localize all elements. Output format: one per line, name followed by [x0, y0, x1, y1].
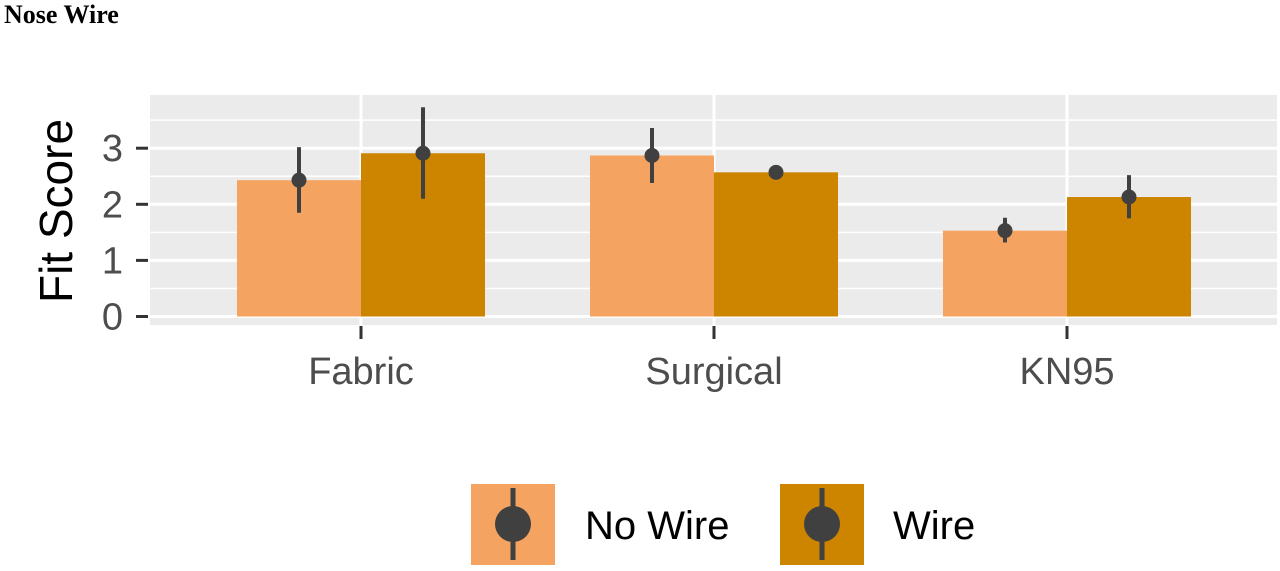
page-title: Nose Wire: [4, 0, 119, 29]
axes: 0 1 2 3 Fit Score Fabric Surgical KN95: [30, 119, 1115, 393]
y-tick-label: 2: [102, 184, 123, 226]
y-tick-label: 1: [102, 240, 123, 282]
bar: [714, 172, 838, 317]
mean-point: [644, 147, 660, 163]
y-tick-label: 0: [102, 297, 123, 339]
legend-point-glyph: [804, 506, 840, 542]
mean-point: [291, 172, 307, 188]
legend-label: No Wire: [585, 504, 729, 548]
x-tick-label: Surgical: [645, 351, 782, 393]
mean-point: [997, 223, 1013, 239]
mean-point: [415, 145, 431, 161]
legend: No Wire Wire: [471, 484, 975, 565]
y-axis-title: Fit Score: [30, 119, 82, 303]
mean-point: [768, 164, 784, 180]
legend-point-glyph: [495, 506, 531, 542]
legend-label: Wire: [893, 504, 975, 548]
bar: [943, 230, 1067, 317]
error-bars: [291, 107, 1137, 243]
y-tick-label: 3: [102, 128, 123, 170]
bars: [237, 153, 1191, 317]
x-tick-label: KN95: [1019, 351, 1114, 393]
mean-point: [1121, 189, 1137, 205]
x-tick-label: Fabric: [308, 351, 414, 393]
